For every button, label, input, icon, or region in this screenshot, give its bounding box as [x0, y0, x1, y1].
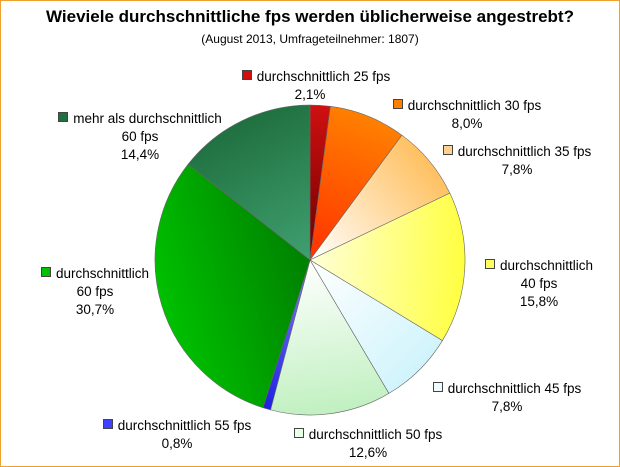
- pie-slice-60fps: [154, 163, 311, 409]
- slice-label-30fps: durchschnittlich 30 fps 8,0%: [384, 97, 550, 133]
- chart-subtitle: (August 2013, Umfrageteilnehmer: 1807): [201, 32, 419, 46]
- slice-label-more-than-60fps: mehr als durchschnittlich 60 fps 14,4%: [40, 110, 240, 164]
- slice-label-60fps: durchschnittlich 60 fps 30,7%: [30, 265, 160, 319]
- chart-title: Wieviele durchschnittliche fps werden üb…: [46, 7, 574, 26]
- slice-label-40fps: durchschnittlich 40 fps 15,8%: [474, 257, 604, 311]
- slice-label-50fps: durchschnittlich 50 fps 12,6%: [285, 426, 451, 462]
- legend-swatch-35fps: [442, 145, 453, 155]
- slice-label-25fps: durchschnittlich 25 fps 2,1%: [236, 68, 396, 104]
- legend-swatch-55fps: [102, 419, 113, 429]
- pie-slice-50fps: [270, 259, 390, 416]
- legend-swatch-40fps: [484, 259, 495, 269]
- legend-swatch-50fps: [293, 428, 304, 438]
- slice-label-35fps: durchschnittlich 35 fps 7,8%: [434, 143, 600, 179]
- legend-swatch-more-than-60fps: [58, 112, 69, 122]
- legend-swatch-30fps: [392, 99, 403, 109]
- pie-slice-more-than-60fps: [187, 104, 311, 261]
- pie-slice-40fps: [309, 192, 466, 341]
- slice-label-45fps: durchschnittlich 45 fps 7,8%: [424, 380, 590, 416]
- legend-swatch-25fps: [241, 70, 252, 80]
- legend-swatch-60fps: [40, 267, 51, 277]
- slice-label-55fps: durchschnittlich 55 fps 0,8%: [94, 417, 260, 453]
- legend-swatch-45fps: [432, 382, 443, 392]
